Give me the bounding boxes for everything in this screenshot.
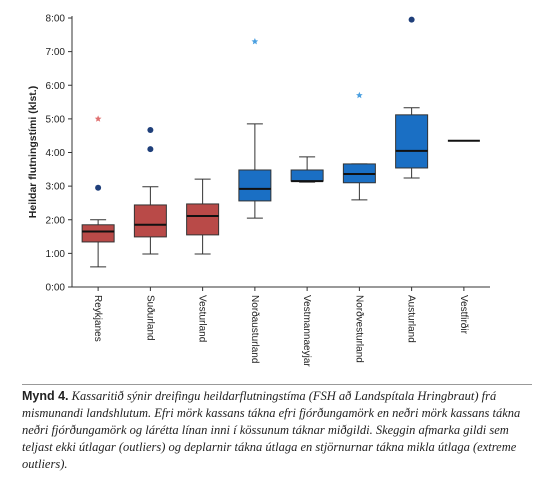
outlier: [95, 184, 102, 191]
x-tick-label: Vestmannaeyjar: [301, 295, 312, 367]
extreme-outlier: [94, 115, 102, 122]
box: [290, 169, 324, 182]
box: [238, 169, 272, 202]
caption-text: Kassaritið sýnir dreifingu heildarflutni…: [22, 389, 521, 471]
outlier: [408, 16, 415, 23]
y-tick-label: 5:00: [46, 114, 66, 125]
y-axis-label: Heildar flutningstími (klst.): [27, 86, 39, 218]
x-tick-label: Suðurland: [144, 295, 156, 341]
extreme-outlier: [356, 91, 363, 99]
box: [186, 203, 220, 236]
y-tick-label: 3:00: [46, 182, 66, 193]
box: [133, 204, 167, 238]
caption-label: Mynd 4.: [22, 389, 69, 403]
x-tick-label: Reykjanes: [92, 295, 103, 342]
outlier: [147, 146, 154, 153]
box: [395, 114, 429, 169]
x-tick-label: Norðvesturland: [353, 295, 365, 363]
y-tick-label: 2:00: [46, 215, 66, 226]
y-tick-label: 6:00: [46, 81, 66, 92]
x-tick-label: Norðausturland: [249, 295, 261, 363]
y-tick-label: 0:00: [46, 283, 66, 294]
x-tick-label: Vesturland: [197, 295, 208, 342]
chart: Heildar flutningstími (klst.) 0:00 1:00 2:…: [27, 14, 490, 367]
y-tick-label: 8:00: [46, 14, 66, 25]
y-tick-label: 7:00: [46, 47, 66, 58]
y-tick-label: 1:00: [46, 249, 66, 260]
x-tick-label: Vestfirðir: [458, 295, 470, 335]
y-tick-label: 4:00: [46, 148, 66, 159]
x-tick-label: Austurland: [406, 295, 417, 343]
caption: Mynd 4. Kassaritið sýnir dreifingu heild…: [22, 384, 532, 473]
outlier: [147, 126, 154, 133]
extreme-outlier: [251, 38, 259, 45]
box: [81, 224, 115, 243]
